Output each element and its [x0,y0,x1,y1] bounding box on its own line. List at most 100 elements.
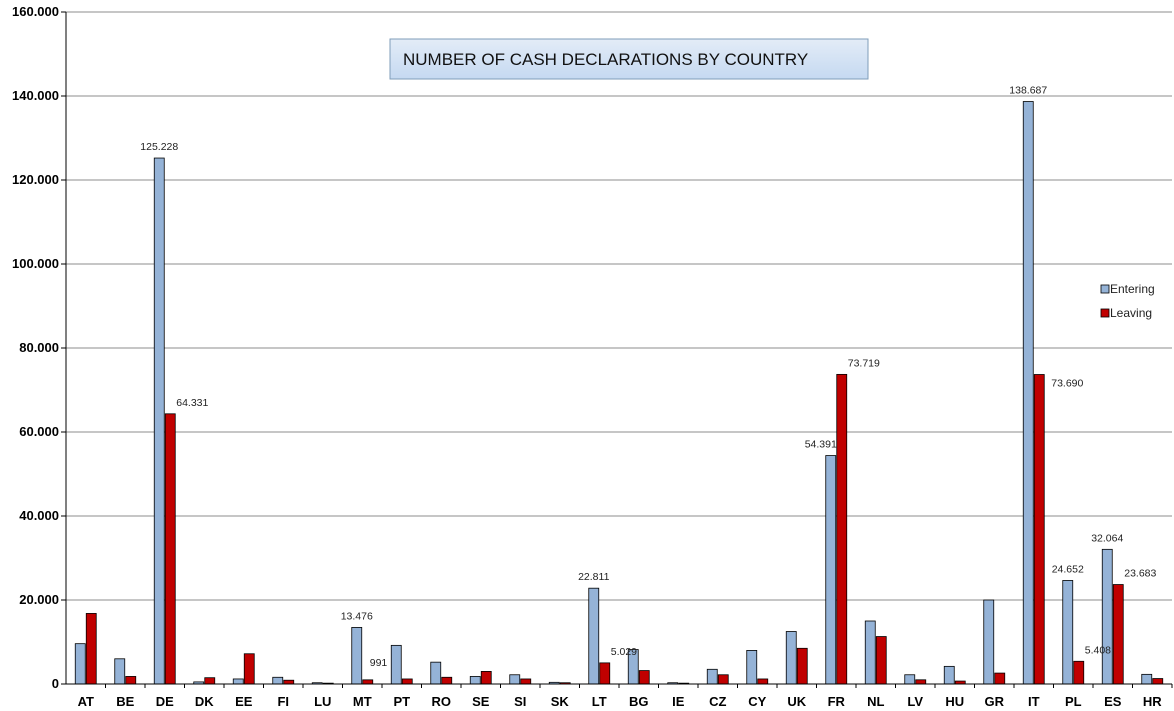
x-tick-label: AT [78,694,94,709]
bar-leaving-pl [1073,660,1085,685]
bar-leaving-bg [638,670,650,685]
x-tick-label: CY [748,694,766,709]
bar-leaving-ro [441,676,453,685]
bar-leaving-fi [283,679,295,685]
gridlines [66,11,1172,601]
data-label: 24.652 [1052,563,1084,575]
bar-leaving-si [520,678,532,685]
bar-leaving-be [125,676,137,685]
bars [74,101,1164,685]
data-label: 5.029 [611,646,637,658]
bar-leaving-cz [717,674,729,685]
legend: Entering Leaving [1100,282,1155,320]
data-label: 125.228 [140,141,178,153]
x-tick-label: HU [945,694,964,709]
bar-entering-nl [864,620,876,685]
data-label: 73.690 [1051,378,1083,390]
legend-label-leaving: Leaving [1110,306,1152,320]
bar-leaving-at [85,613,97,685]
bar-leaving-se [480,671,492,685]
x-tick-label: DE [156,694,174,709]
bar-entering-de [153,157,165,685]
y-tick-label: 100.000 [12,256,59,271]
data-label: 22.811 [578,571,609,583]
x-tick-label: BG [629,694,649,709]
x-tick-label: RO [432,694,452,709]
bar-entering-ro [430,661,442,685]
x-tick-label: CZ [709,694,726,709]
x-tick-label: UK [787,694,806,709]
y-tick-label: 0 [52,676,59,691]
x-tick-label: ES [1104,694,1122,709]
axes: 0 20.000 40.000 60.000 80.000 100.000 120.000 1… [12,4,1173,709]
bar-leaving-it [1033,374,1045,685]
bar-entering-fr [825,455,837,685]
legend-swatch-leaving [1100,308,1110,318]
bar-leaving-lv [915,679,927,685]
bar-entering-at [74,643,86,685]
y-tick-label: 20.000 [19,592,59,607]
bar-entering-hu [943,665,955,685]
data-label: 73.719 [848,357,880,369]
x-tick-label: LT [592,694,607,709]
x-tick-label: SE [472,694,490,709]
x-tick-label: SI [514,694,526,709]
bar-leaving-nl [875,636,887,685]
data-label: 64.331 [176,397,208,409]
data-label: 23.683 [1124,568,1156,580]
data-labels: 125.228 64.331 13.476 991 22.811 5.029 54.391 7… [140,85,1156,669]
chart-title: NUMBER OF CASH DECLARATIONS BY COUNTRY [403,50,808,69]
data-label: 5.408 [1085,644,1111,656]
bar-leaving-fr [836,373,848,685]
x-tick-label: FR [828,694,846,709]
legend-swatch-entering [1100,284,1110,294]
data-label: 138.687 [1009,85,1047,97]
x-tick-label: DK [195,694,214,709]
x-tick-label: PL [1065,694,1082,709]
bar-leaving-dk [204,677,216,685]
bar-entering-ee [232,678,244,685]
data-label: 54.391 [805,439,837,451]
y-tick-label: 80.000 [19,340,59,355]
x-tick-label: NL [867,694,884,709]
bar-entering-se [469,676,481,685]
bar-entering-cy [746,650,758,685]
x-tick-label: SK [551,694,570,709]
bar-entering-lv [904,674,916,685]
x-tick-label: MT [353,694,372,709]
x-tick-label: IT [1028,694,1040,709]
bar-leaving-mt [362,679,374,685]
y-tick-label: 140.000 [12,88,59,103]
x-tick-label: GR [985,694,1005,709]
y-tick-label: 160.000 [12,4,59,19]
y-tick-label: 60.000 [19,424,59,439]
bar-leaving-cy [757,678,769,685]
data-label: 13.476 [341,610,373,622]
bar-leaving-lt [599,662,611,685]
x-tick-label: EE [235,694,253,709]
bar-leaving-pt [401,678,413,685]
bar-leaving-ee [243,653,255,685]
x-tick-label: PT [393,694,410,709]
bar-entering-it [1022,101,1034,685]
x-tick-label: HR [1143,694,1162,709]
bar-leaving-de [164,413,176,685]
y-tick-label: 120.000 [12,172,59,187]
bar-entering-gr [983,599,995,685]
data-label: 32.064 [1091,532,1123,544]
bar-leaving-hr [1152,678,1164,685]
legend-label-entering: Entering [1110,282,1155,296]
bar-leaving-gr [994,672,1006,685]
bar-entering-pt [390,644,402,685]
x-tick-label: LU [314,694,331,709]
bar-entering-be [114,658,126,685]
data-label: 991 [370,657,388,669]
x-tick-label: LV [907,694,923,709]
bar-leaving-uk [796,647,808,685]
bar-leaving-es [1112,584,1124,685]
bar-entering-hr [1141,673,1153,685]
chart-title-box: NUMBER OF CASH DECLARATIONS BY COUNTRY [389,38,869,80]
x-tick-label: IE [672,694,685,709]
